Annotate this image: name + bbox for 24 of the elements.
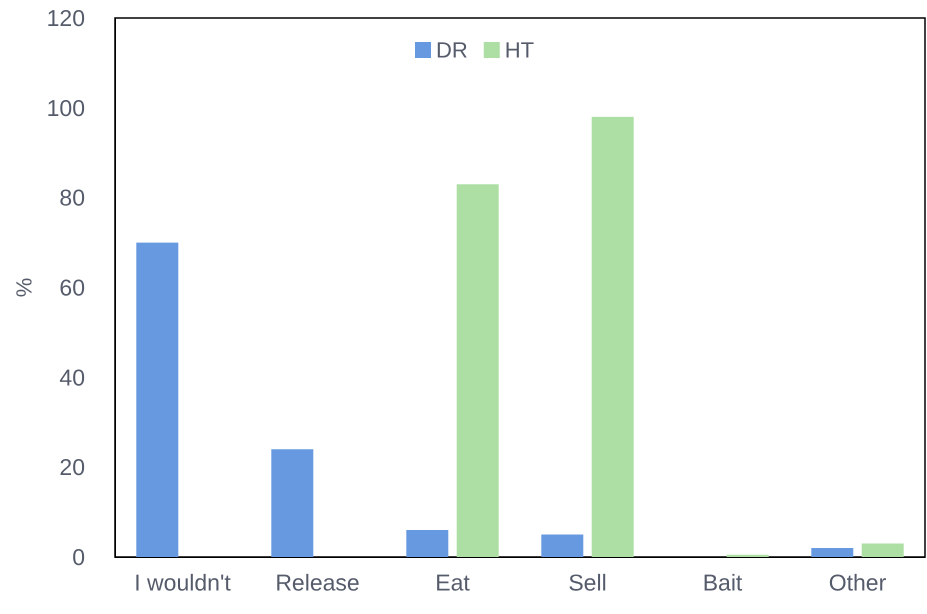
x-tick-label: Sell	[568, 570, 607, 596]
bar	[811, 548, 854, 557]
bar	[592, 116, 634, 557]
x-tick-label: Eat	[435, 570, 470, 596]
bar	[456, 184, 499, 557]
y-tick-label: 20	[59, 454, 85, 480]
bar	[271, 449, 314, 557]
x-tick-label: I wouldn't	[134, 570, 232, 596]
legend-label: DR	[436, 38, 468, 62]
x-tick-label: Bait	[702, 570, 743, 596]
bar	[862, 544, 904, 557]
bar	[406, 530, 448, 557]
y-tick-label: 60	[59, 274, 85, 300]
y-tick-label: 0	[72, 544, 85, 570]
y-tick-label: 100	[46, 94, 85, 121]
y-axis-title: %	[12, 278, 36, 298]
x-tick-label: Release	[275, 570, 360, 596]
y-tick-label: 120	[46, 5, 85, 31]
y-tick-label: 40	[59, 364, 85, 390]
bar	[136, 242, 178, 557]
bar	[541, 534, 584, 557]
legend-label: HT	[504, 38, 534, 62]
y-tick-label: 80	[59, 184, 85, 211]
x-tick-label: Other	[828, 570, 887, 596]
